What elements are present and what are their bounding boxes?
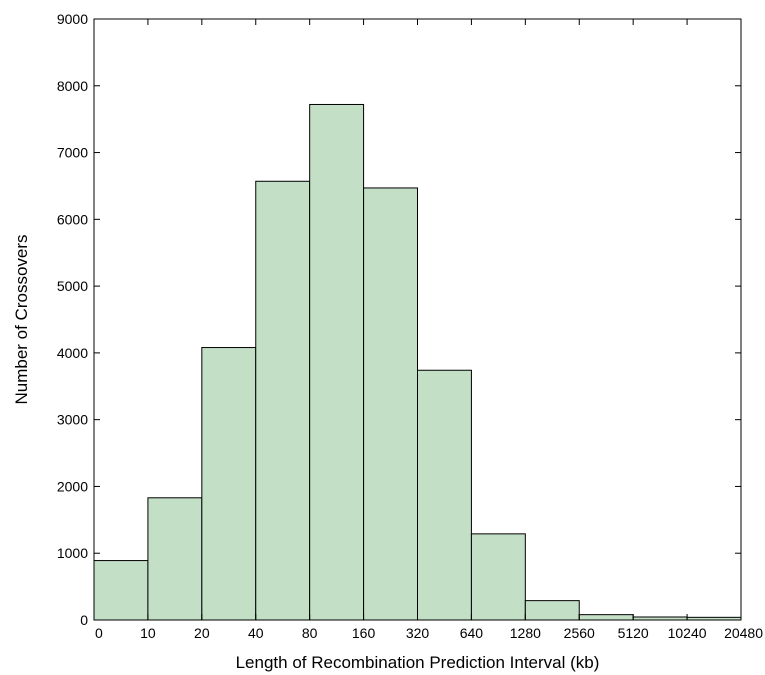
x-tick-label: 160 — [352, 625, 376, 641]
y-tick-label: 7000 — [57, 145, 88, 161]
plot-frame — [93, 18, 742, 621]
x-tick-label: 5120 — [618, 625, 649, 641]
y-axis-ticks: 0 1000 2000 3000 4000 5000 6000 7000 8000 9000 — [57, 11, 741, 628]
x-tick-label: 10 — [140, 625, 156, 641]
y-tick-label: 1000 — [57, 545, 88, 561]
histogram-bar — [309, 103, 365, 621]
x-tick-label: 1280 — [510, 625, 541, 641]
histogram-bar — [578, 614, 634, 621]
x-tick-label: 20480 — [724, 625, 763, 641]
histogram-bar — [255, 180, 311, 621]
x-tick-label: 20 — [194, 625, 210, 641]
y-tick-label: 8000 — [57, 78, 88, 94]
y-tick-label: 3000 — [57, 412, 88, 428]
x-tick-label: 2560 — [564, 625, 595, 641]
histogram-bar — [363, 187, 419, 621]
x-axis-ticks: 0 10 20 40 80 160 320 640 1280 2560 5120 10240 20480 — [93, 19, 763, 641]
x-tick-label: 0 — [95, 625, 103, 641]
histogram-bar — [470, 533, 526, 621]
y-tick-label: 2000 — [57, 478, 88, 494]
x-axis-label: Length of Recombination Prediction Inter… — [236, 653, 600, 672]
x-tick-label: 40 — [248, 625, 264, 641]
histogram-bar — [93, 560, 149, 621]
y-tick-label: 5000 — [57, 278, 88, 294]
y-tick-label: 9000 — [57, 11, 88, 27]
x-tick-label: 80 — [302, 625, 318, 641]
bars-group — [93, 103, 742, 621]
y-tick-label: 0 — [80, 612, 88, 628]
histogram-bar — [147, 497, 203, 621]
x-tick-label: 640 — [460, 625, 484, 641]
histogram-bar — [417, 369, 472, 621]
y-axis-label: Number of Crossovers — [12, 234, 31, 404]
y-tick-label: 4000 — [57, 345, 88, 361]
histogram-bar — [201, 347, 257, 621]
x-tick-label: 320 — [406, 625, 430, 641]
y-tick-label: 6000 — [57, 211, 88, 227]
x-tick-label: 10240 — [668, 625, 707, 641]
histogram-bar — [524, 600, 580, 621]
